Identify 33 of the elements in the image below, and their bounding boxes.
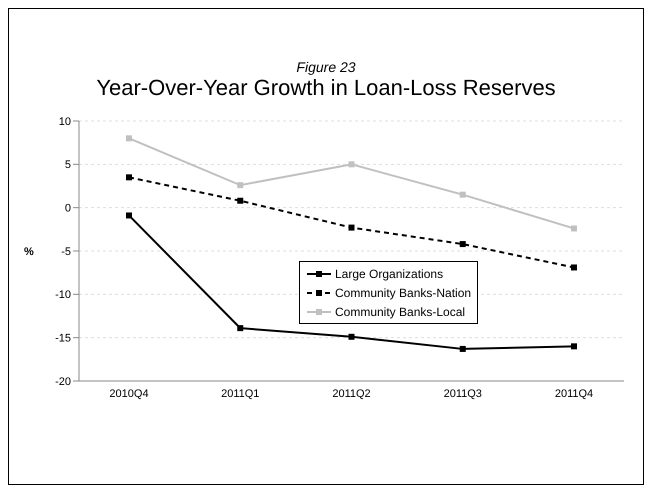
legend-label: Community Banks-Local — [335, 304, 466, 318]
x-tick-label: 2011Q3 — [444, 388, 482, 400]
point — [126, 212, 132, 218]
point — [237, 198, 244, 204]
chart-subtitle: Figure 23 — [295, 59, 357, 75]
y-tick-label: -20 — [55, 376, 71, 388]
x-tick-label: 2011Q4 — [554, 388, 594, 400]
point — [126, 135, 132, 142]
point — [571, 264, 577, 270]
point — [460, 192, 466, 198]
point — [460, 346, 466, 352]
y-axis-title: % — [24, 246, 34, 258]
chart-title: Year-Over-Year Growth in Loan-Loss Reserves — [95, 75, 557, 101]
y-tick-label: 0 — [64, 202, 71, 215]
y-tick-label: -10 — [55, 289, 71, 302]
point — [460, 241, 466, 248]
legend-label: Community Banks-Nation — [335, 286, 472, 300]
point — [237, 182, 244, 188]
point — [126, 174, 132, 180]
x-tick-label: 2011Q2 — [332, 388, 371, 400]
legend-label: Large Organizations — [335, 266, 444, 280]
x-tick-label: 2011Q1 — [221, 388, 260, 400]
point — [571, 225, 577, 232]
point — [348, 334, 354, 340]
y-tick-label: -5 — [61, 246, 71, 258]
point — [237, 325, 244, 332]
point — [571, 343, 577, 350]
point — [348, 224, 354, 231]
y-tick-label: 5 — [64, 159, 71, 172]
point — [348, 161, 354, 168]
y-tick-label: -15 — [55, 332, 71, 345]
y-tick-label: 10 — [58, 116, 71, 128]
x-tick-label: 2010Q4 — [109, 388, 149, 400]
